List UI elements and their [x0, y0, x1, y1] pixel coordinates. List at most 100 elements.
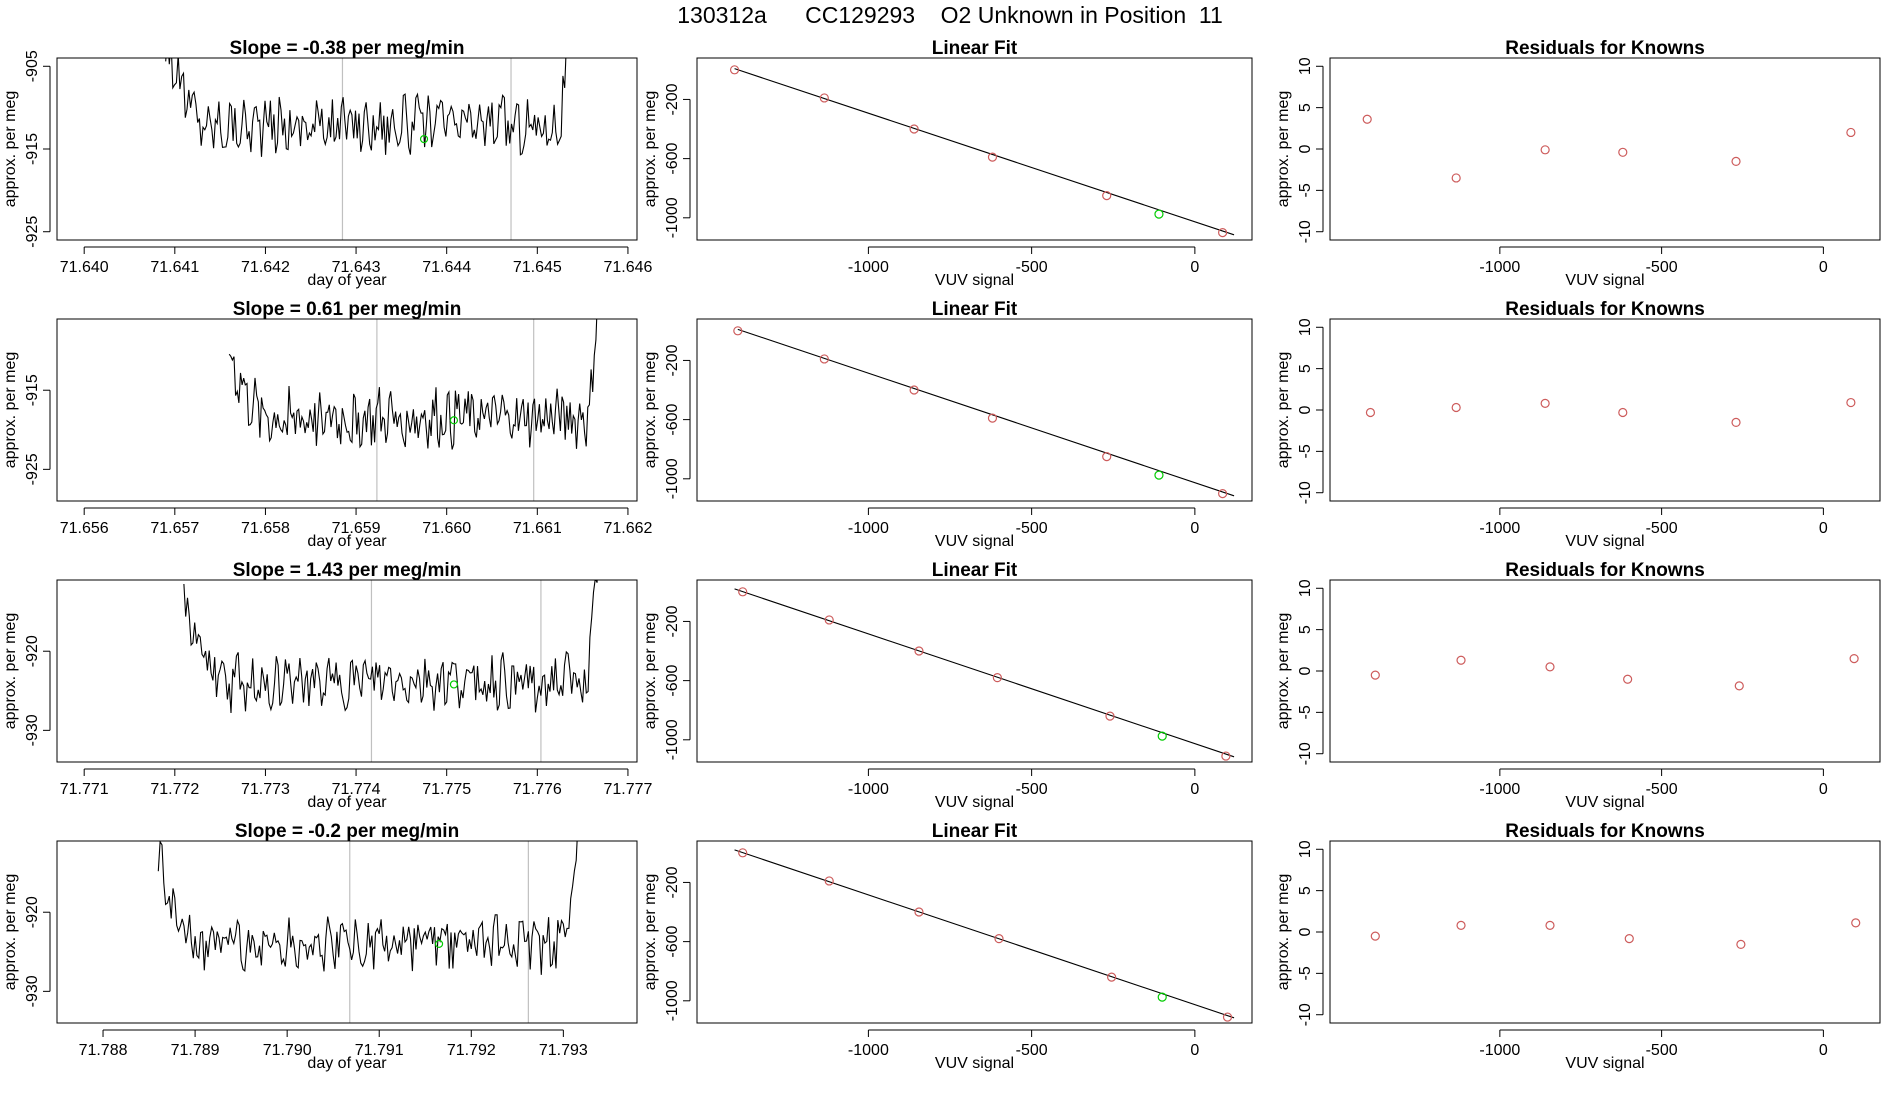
unknown-marker — [434, 939, 444, 948]
residual-point — [1624, 934, 1634, 944]
x-tick-label: 71.775 — [422, 781, 471, 798]
panel-title: Slope = 1.43 per meg/min — [233, 560, 462, 581]
known-point — [914, 907, 924, 917]
y-tick-label: -920 — [24, 896, 41, 928]
y-tick-label: -930 — [24, 714, 41, 746]
x-tick-label: 71.657 — [150, 520, 199, 537]
x-axis-label: day of year — [307, 272, 387, 289]
plot-frame — [696, 57, 1253, 241]
plot-frame — [56, 318, 638, 502]
x-tick-label: 71.773 — [241, 781, 290, 798]
panel-title: Residuals for Knowns — [1505, 560, 1705, 581]
x-tick-label: -500 — [1646, 1042, 1678, 1059]
plot-frame — [56, 840, 638, 1024]
x-tick-label: -500 — [1016, 259, 1048, 276]
known-point — [909, 385, 919, 395]
known-point — [987, 413, 998, 423]
y-axis-label: approx. per meg — [2, 613, 19, 730]
x-tick-label: 71.788 — [79, 1042, 128, 1059]
x-axis-label: day of year — [307, 794, 387, 811]
x-tick-label: 0 — [1190, 1042, 1199, 1059]
y-tick-label: -5 — [1297, 966, 1314, 980]
y-tick-label: -5 — [1297, 183, 1314, 197]
linear_fit-panel-0: Linear Fit -1000 -500 0 VUV signal -200 -600 -1… — [642, 38, 1253, 289]
x-tick-label: 71.776 — [513, 781, 562, 798]
x-tick-label: -500 — [1016, 520, 1048, 537]
known-point — [1107, 972, 1117, 982]
known-point — [992, 673, 1002, 683]
x-axis-label: VUV signal — [1565, 794, 1644, 811]
x-tick-label: 71.662 — [603, 520, 652, 537]
y-tick-label: 10 — [1297, 318, 1314, 336]
y-tick-label: -915 — [24, 374, 41, 406]
y-tick-label: 0 — [1297, 666, 1314, 675]
plot-frame — [56, 57, 638, 241]
y-tick-label: -10 — [1297, 742, 1314, 765]
y-tick-label: -10 — [1297, 1003, 1314, 1026]
y-axis-label: approx. per meg — [642, 874, 659, 991]
y-tick-label: -600 — [664, 404, 681, 436]
x-axis-label: day of year — [307, 533, 387, 550]
residual-point — [1451, 173, 1461, 183]
known-point — [1218, 489, 1228, 499]
x-tick-label: -500 — [1646, 259, 1678, 276]
known-point — [994, 934, 1004, 944]
signal-trace — [165, 58, 567, 157]
x-tick-label: -1000 — [1479, 1042, 1520, 1059]
unknown-marker — [449, 680, 459, 689]
y-tick-label: -600 — [664, 926, 681, 958]
panel-title: Residuals for Knowns — [1505, 38, 1705, 59]
y-axis-label: approx. per meg — [1275, 352, 1292, 469]
x-tick-label: 0 — [1819, 520, 1828, 537]
residual-point — [1851, 918, 1861, 928]
x-tick-label: 0 — [1190, 520, 1199, 537]
y-tick-label: -925 — [24, 453, 41, 485]
x-axis-label: VUV signal — [935, 272, 1014, 289]
residual-point — [1846, 127, 1856, 138]
y-tick-label: -5 — [1297, 705, 1314, 719]
x-axis-label: VUV signal — [1565, 272, 1644, 289]
unknown-marker — [419, 134, 429, 144]
plot-frame — [1329, 840, 1881, 1024]
y-axis-label: approx. per meg — [2, 91, 19, 208]
residual-point — [1370, 670, 1380, 680]
known-point — [1102, 191, 1112, 201]
y-axis-label: approx. per meg — [2, 874, 19, 991]
x-tick-label: 71.643 — [332, 259, 381, 276]
panel-title: Linear Fit — [932, 560, 1018, 581]
y-tick-label: 5 — [1297, 364, 1314, 373]
residual-point — [1362, 114, 1372, 124]
y-tick-label: -925 — [24, 216, 41, 248]
x-tick-label: -1000 — [848, 781, 889, 798]
x-tick-label: 71.793 — [539, 1042, 588, 1059]
y-tick-label: -905 — [24, 50, 41, 82]
y-tick-label: -200 — [664, 866, 681, 898]
residual-point — [1731, 417, 1741, 428]
timeseries-panel-1: Slope = 0.61 per meg/min 71.656 71.657 71.6… — [2, 299, 653, 550]
known-point — [1105, 711, 1115, 721]
residuals-panel-3: Residuals for Knowns -1000 -500 0 VUV signal… — [1275, 821, 1881, 1072]
plot-frame — [1329, 57, 1881, 241]
y-tick-label: -10 — [1297, 481, 1314, 504]
residual-point — [1451, 402, 1461, 413]
x-tick-label: 71.645 — [513, 259, 562, 276]
panel-title: Linear Fit — [932, 38, 1018, 59]
x-tick-label: 0 — [1819, 781, 1828, 798]
timeseries-panel-0: Slope = -0.38 per meg/min 71.640 71.641 71.… — [2, 38, 653, 289]
residuals-panel-2: Residuals for Knowns -1000 -500 0 VUV signal… — [1275, 560, 1881, 811]
linear_fit-panel-2: Linear Fit -1000 -500 0 VUV signal -200 -600 -1… — [642, 560, 1253, 811]
y-tick-label: -600 — [664, 665, 681, 697]
fit-line — [734, 588, 1235, 758]
residual-point — [1540, 145, 1550, 155]
residuals-panel-0: Residuals for Knowns -1000 -500 0 VUV signal… — [1275, 38, 1881, 289]
x-tick-label: 71.792 — [447, 1042, 496, 1059]
y-tick-label: 5 — [1297, 886, 1314, 895]
residual-point — [1736, 939, 1746, 950]
signal-trace — [228, 319, 598, 450]
x-tick-label: 71.777 — [603, 781, 652, 798]
plot-frame — [696, 840, 1253, 1024]
x-tick-label: -500 — [1016, 1042, 1048, 1059]
residual-point — [1849, 653, 1859, 664]
y-tick-label: 0 — [1297, 405, 1314, 414]
